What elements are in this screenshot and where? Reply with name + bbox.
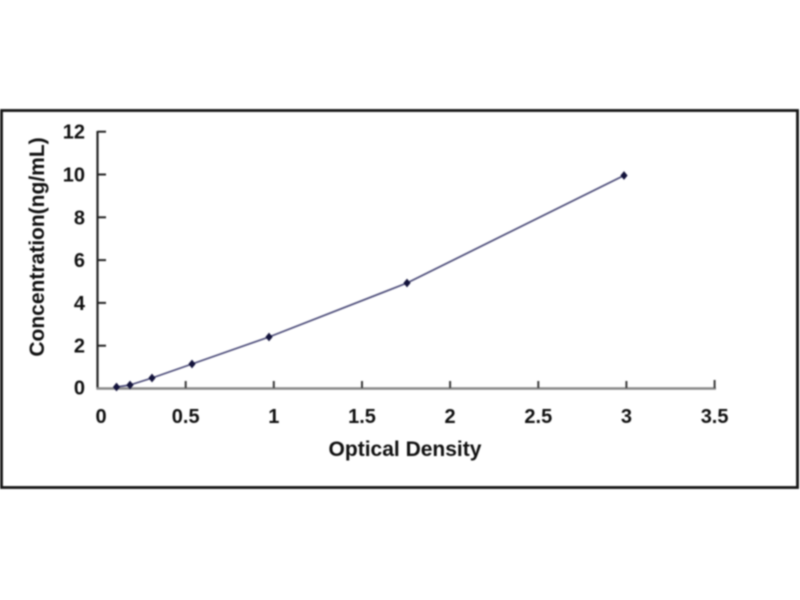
svg-text:0: 0 xyxy=(95,406,106,428)
svg-text:1.5: 1.5 xyxy=(348,406,376,428)
svg-text:1: 1 xyxy=(268,406,279,428)
svg-text:12: 12 xyxy=(63,122,85,144)
svg-text:Optical Density: Optical Density xyxy=(329,438,482,461)
svg-text:6: 6 xyxy=(74,250,85,272)
svg-text:Concentration(ng/mL): Concentration(ng/mL) xyxy=(26,137,49,356)
svg-text:2.5: 2.5 xyxy=(524,406,552,428)
svg-text:3: 3 xyxy=(621,406,632,428)
svg-text:2: 2 xyxy=(74,336,85,358)
svg-text:8: 8 xyxy=(74,207,85,229)
svg-text:10: 10 xyxy=(63,165,85,187)
svg-text:0: 0 xyxy=(74,378,85,400)
svg-text:0.5: 0.5 xyxy=(172,406,200,428)
svg-text:2: 2 xyxy=(445,406,456,428)
svg-text:4: 4 xyxy=(74,293,86,315)
svg-text:3.5: 3.5 xyxy=(701,406,729,428)
